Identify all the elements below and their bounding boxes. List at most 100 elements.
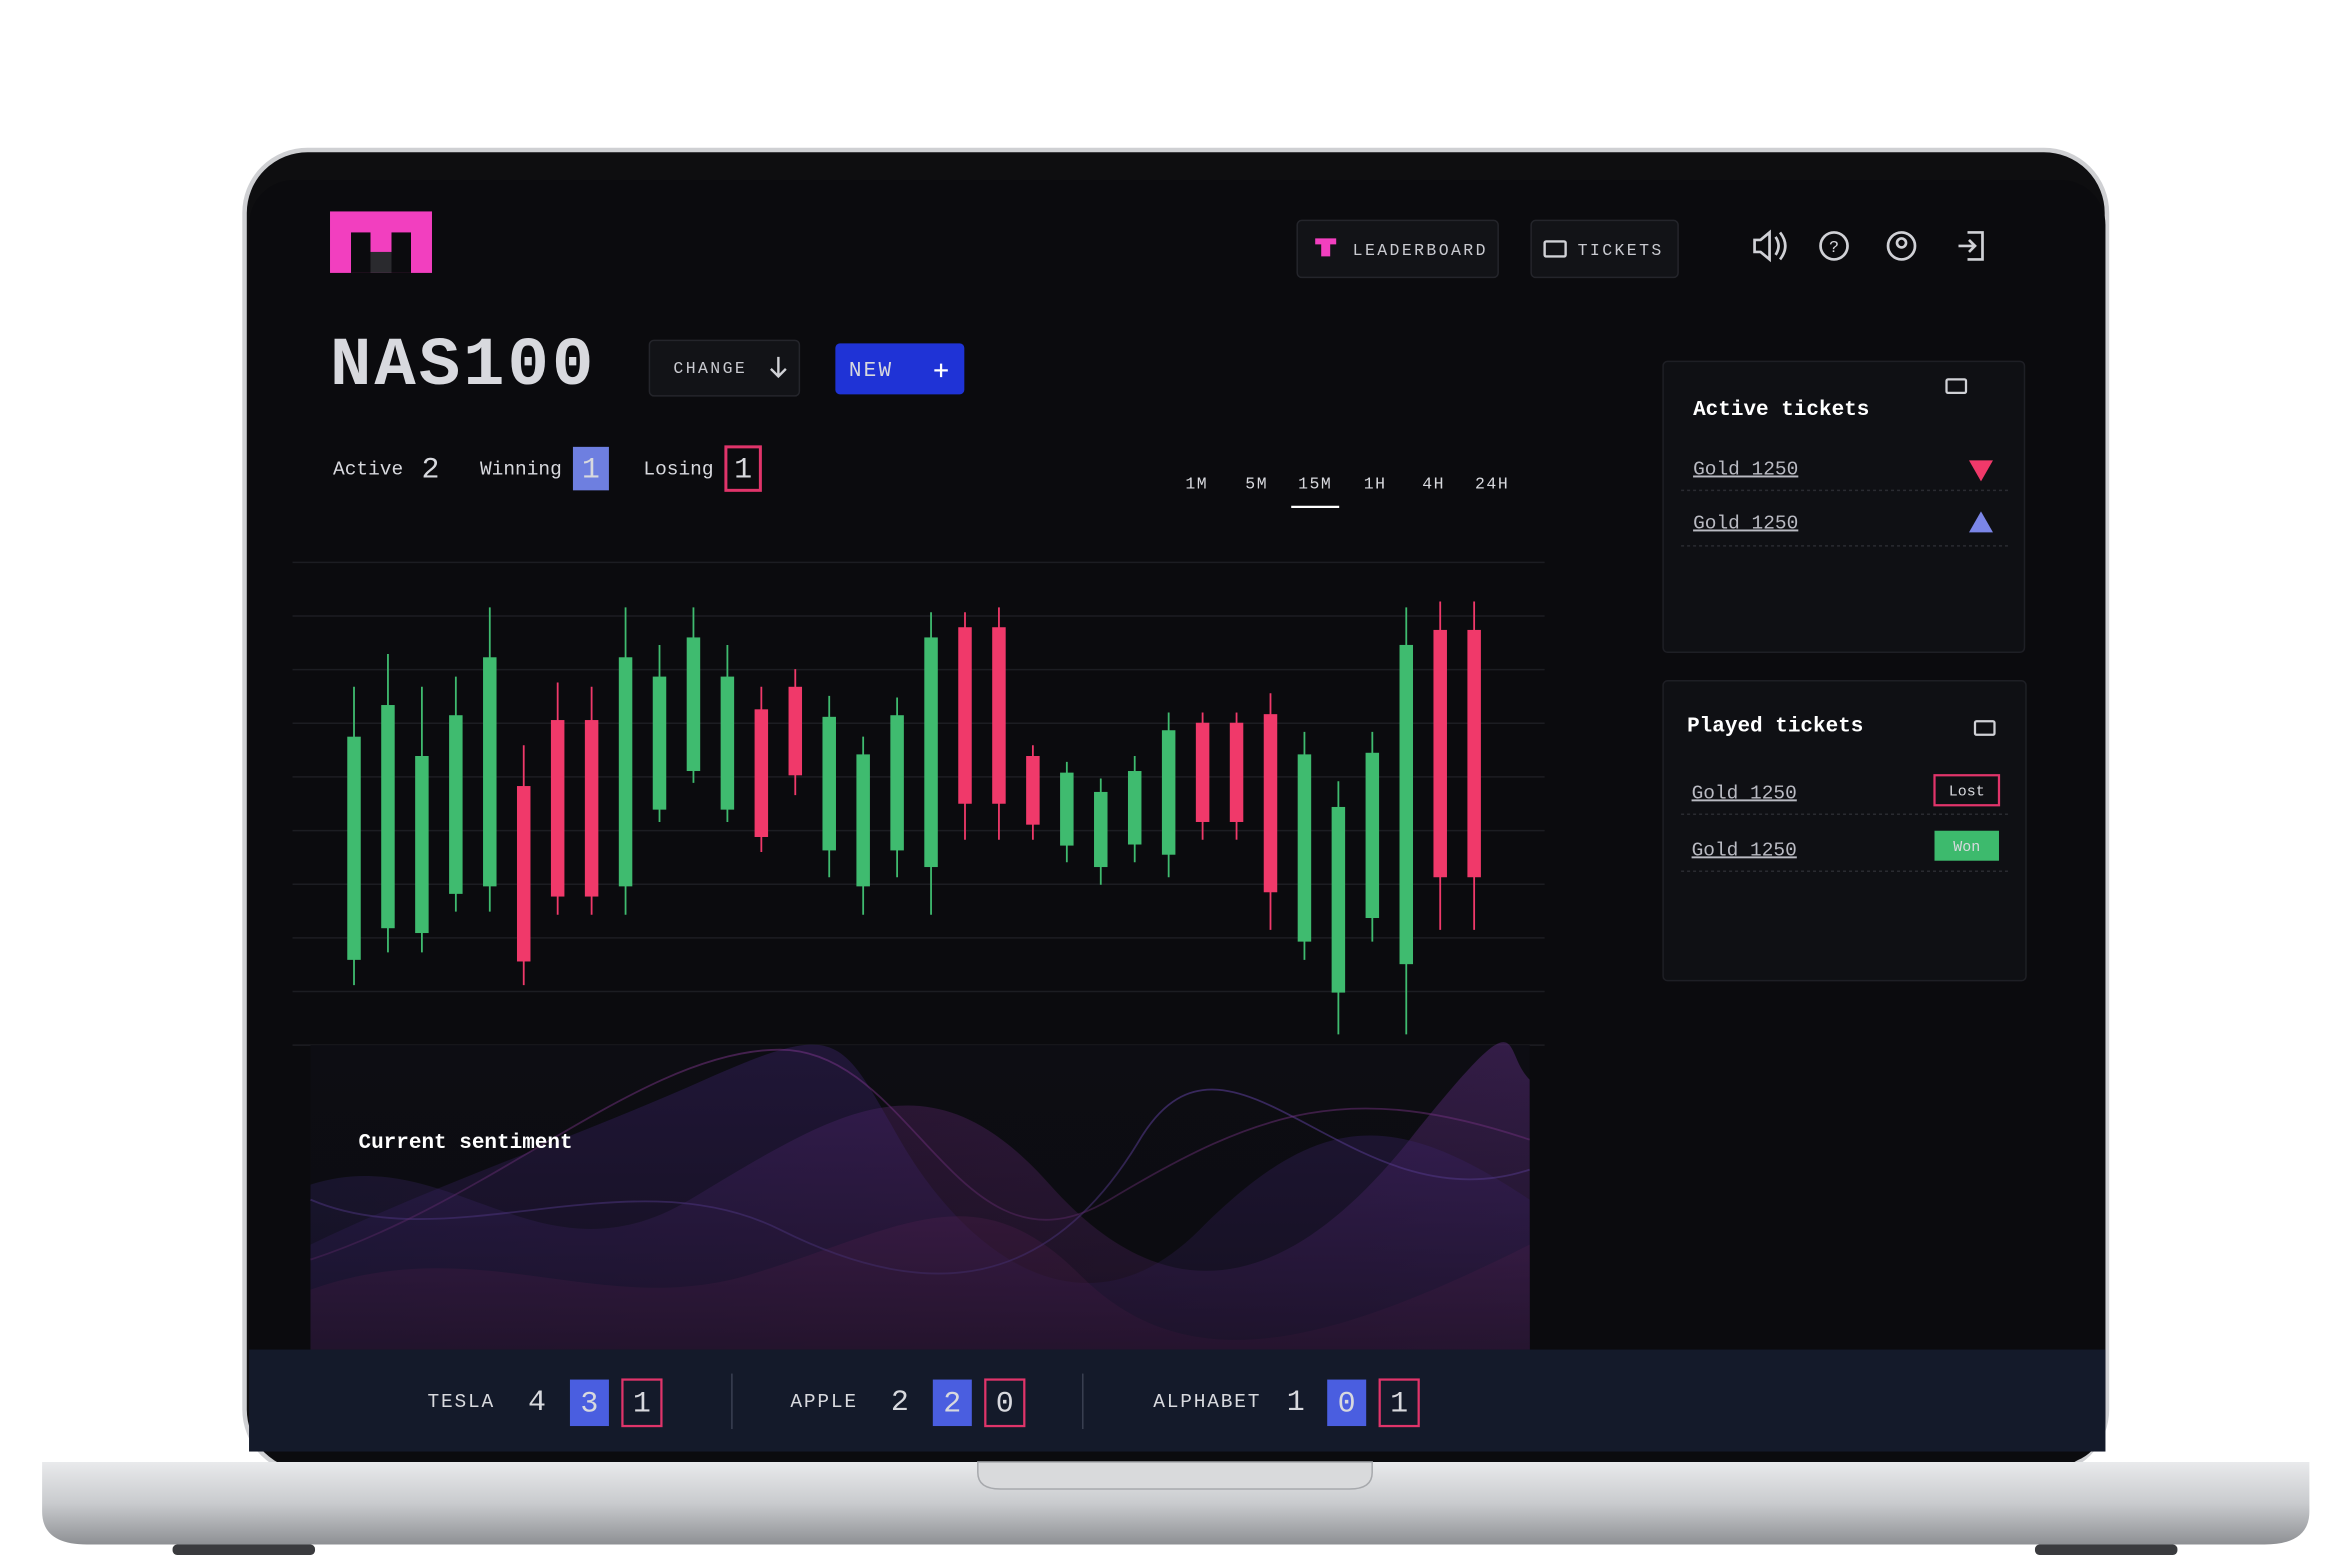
button-bg xyxy=(835,343,965,395)
candle-body xyxy=(1433,629,1447,878)
laptop-foot xyxy=(172,1544,316,1556)
ticker-total: 4 xyxy=(528,1386,546,1420)
ticker-winning: 2 xyxy=(943,1387,961,1421)
ticker-losing: 0 xyxy=(996,1387,1014,1421)
candle-body xyxy=(788,686,803,776)
symbol-title: NAS100 xyxy=(330,327,596,405)
candle-body xyxy=(924,637,938,868)
candle-body xyxy=(618,657,633,887)
panel-title: Active tickets xyxy=(1693,399,1869,422)
candle-body xyxy=(550,720,565,897)
ticket-link[interactable]: Gold 1250 xyxy=(1692,782,1797,804)
candle-body xyxy=(483,657,497,887)
timeframe-tab[interactable]: 1M xyxy=(1185,475,1208,494)
ticket-icon xyxy=(1945,378,1968,394)
panel-bg xyxy=(1662,680,2027,982)
active-tickets-panel: Active tickets Gold 1250 Gold 1250 xyxy=(1662,360,2026,654)
sentiment-title: Current sentiment xyxy=(359,1132,573,1155)
result-label: Won xyxy=(1953,839,1980,856)
candle-body xyxy=(449,715,463,894)
candle-body xyxy=(1331,806,1346,993)
profile-icon-head xyxy=(1895,237,1908,249)
stat-value: 1 xyxy=(582,453,600,487)
stat-box xyxy=(724,445,762,492)
button-label: NEW xyxy=(849,360,894,383)
ticker-name: ALPHABET xyxy=(1153,1391,1261,1413)
ticket-icon xyxy=(1973,720,1996,736)
profile-icon[interactable] xyxy=(1886,231,1917,261)
direction-down-icon xyxy=(1968,460,1993,482)
result-label: Lost xyxy=(1949,784,1985,801)
trophy-icon xyxy=(1315,238,1337,257)
arrow-icon xyxy=(770,356,787,379)
button-bg xyxy=(1296,219,1499,279)
ticker-losing: 1 xyxy=(1390,1387,1408,1421)
ticker-bar xyxy=(249,1349,2106,1452)
candle-body xyxy=(652,676,667,810)
new-button[interactable]: NEW xyxy=(835,343,965,395)
ticker-name: APPLE xyxy=(790,1391,857,1413)
timeframe-tab[interactable]: 1H xyxy=(1364,475,1387,494)
candle-body xyxy=(347,736,361,960)
direction-up-icon xyxy=(1968,511,1993,533)
tickets-button[interactable]: TICKETS xyxy=(1530,219,1679,279)
candle-body xyxy=(754,709,769,838)
candle-body xyxy=(1026,755,1040,825)
losing-box xyxy=(621,1378,663,1428)
ticket-link[interactable]: Gold 1250 xyxy=(1693,459,1798,481)
timeframe-tab[interactable]: 4H xyxy=(1422,475,1445,494)
timeframe-tab[interactable]: 5M xyxy=(1245,475,1268,494)
candle-body xyxy=(856,754,870,887)
losing-box xyxy=(1378,1378,1420,1428)
candle-body xyxy=(1060,772,1074,846)
laptop-notch xyxy=(977,1461,1373,1490)
plus-icon xyxy=(934,363,948,378)
stat-label: Winning xyxy=(480,459,562,481)
result-badge xyxy=(1934,830,1999,861)
button-bg xyxy=(1530,219,1679,279)
candle-body xyxy=(958,627,972,804)
ticker-name: TESLA xyxy=(427,1391,494,1413)
winning-box xyxy=(569,1379,609,1427)
ticker-total: 1 xyxy=(1287,1386,1305,1420)
timeframe-tab[interactable]: 24H xyxy=(1475,475,1509,494)
logout-icon[interactable] xyxy=(1958,231,1984,261)
laptop-base xyxy=(42,1462,2310,1545)
candle-body xyxy=(1127,771,1142,845)
candle-body xyxy=(1365,752,1380,919)
sentiment-fade xyxy=(310,1045,1530,1350)
sentiment-panel: Current sentiment xyxy=(310,1042,1530,1350)
winning-box xyxy=(1327,1379,1367,1427)
leaderboard-button[interactable]: LEADERBOARD xyxy=(1296,219,1499,279)
change-button[interactable]: CHANGE xyxy=(648,339,801,397)
ticket-link[interactable]: Gold 1250 xyxy=(1693,512,1798,534)
candle-body xyxy=(1297,754,1312,942)
stat-value: 2 xyxy=(421,453,439,487)
candle-body xyxy=(516,786,531,962)
ticket-icon xyxy=(1543,240,1567,258)
candle-body xyxy=(1161,730,1176,855)
logo[interactable] xyxy=(330,211,432,273)
losing-box xyxy=(984,1378,1026,1428)
button-bg xyxy=(648,339,801,397)
ticket-link[interactable]: Gold 1250 xyxy=(1692,839,1797,861)
help-mark: ? xyxy=(1829,238,1839,257)
candle-body xyxy=(1229,722,1244,822)
timeframe-tab[interactable]: 15M xyxy=(1298,475,1332,494)
sound-icon[interactable] xyxy=(1753,229,1787,263)
played-tickets-panel: Played tickets Gold 1250 Lost Gold 1250 … xyxy=(1662,680,2027,982)
ticker-losing: 1 xyxy=(633,1387,651,1421)
panel-title: Played tickets xyxy=(1687,715,1863,738)
nav-label: LEADERBOARD xyxy=(1353,241,1488,260)
stat-label: Losing xyxy=(643,459,713,481)
button-label: CHANGE xyxy=(673,359,747,378)
candle-body xyxy=(1195,722,1210,822)
candle-body xyxy=(415,755,429,934)
candle-body xyxy=(1399,644,1414,965)
help-icon[interactable] xyxy=(1819,231,1849,261)
logo-cut xyxy=(351,232,371,273)
candle-body xyxy=(822,716,836,851)
stat-value: 1 xyxy=(734,453,752,487)
candle-body xyxy=(1094,791,1108,868)
